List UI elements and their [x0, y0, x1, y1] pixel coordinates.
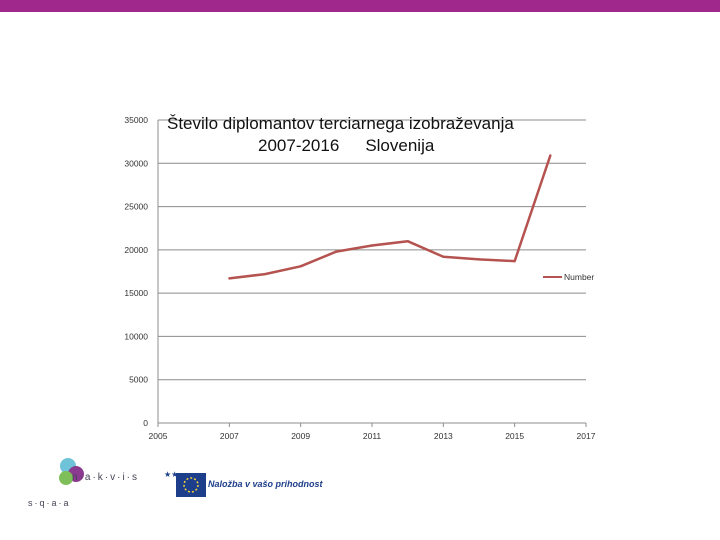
data-point [406, 240, 409, 243]
data-point [263, 272, 267, 276]
data-point [228, 277, 231, 280]
y-tick-label: 35000 [124, 115, 148, 125]
data-point [549, 154, 552, 157]
x-tick-label: 2011 [363, 431, 382, 441]
x-tick-label: 2005 [149, 431, 168, 441]
nakvis-logo: n·a·k·v·i·s s·q·a·a [26, 454, 137, 524]
y-tick-label: 10000 [124, 331, 148, 341]
svg-text:★★: ★★ [164, 470, 178, 479]
data-point [442, 255, 445, 258]
data-point [335, 250, 338, 253]
nakvis-brand-text: n·a·k·v·i·s [72, 472, 139, 483]
data-point [477, 258, 481, 261]
chart-title-years: 2007-2016 [258, 136, 340, 155]
legend-label: Number [564, 272, 594, 282]
speech-bubbles-icon [59, 458, 84, 485]
data-point [370, 244, 374, 247]
eu-funding-logo: ★★ Naložba v vašo prihodnost [162, 465, 323, 505]
chart-title-country: Slovenija [365, 136, 435, 155]
y-tick-label: 20000 [124, 245, 148, 255]
data-point [299, 265, 302, 268]
x-tick-label: 2017 [577, 431, 596, 441]
y-tick-label: 0 [143, 418, 148, 428]
top-accent-bar [0, 0, 720, 12]
sqaa-brand-text: s·q·a·a [28, 498, 71, 508]
y-tick-label: 15000 [124, 288, 148, 298]
x-tick-label: 2015 [505, 431, 524, 441]
x-tick-label: 2009 [291, 431, 310, 441]
chart-title-line2: 2007-2016 Slovenija [150, 135, 550, 157]
x-tick-label: 2007 [220, 431, 239, 441]
series-line-number [229, 155, 552, 280]
eu-funding-text: Naložba v vašo prihodnost [208, 479, 323, 489]
eu-flag-icon: ★★ [164, 470, 206, 497]
chart-title: Število diplomantov terciarnega izobraže… [150, 113, 550, 157]
y-tick-label: 5000 [129, 375, 148, 385]
y-tick-label: 30000 [124, 158, 148, 168]
chart-title-line1: Število diplomantov terciarnega izobraže… [167, 114, 514, 133]
x-tick-label: 2013 [434, 431, 453, 441]
data-point [513, 259, 516, 263]
y-tick-label: 25000 [124, 202, 148, 212]
